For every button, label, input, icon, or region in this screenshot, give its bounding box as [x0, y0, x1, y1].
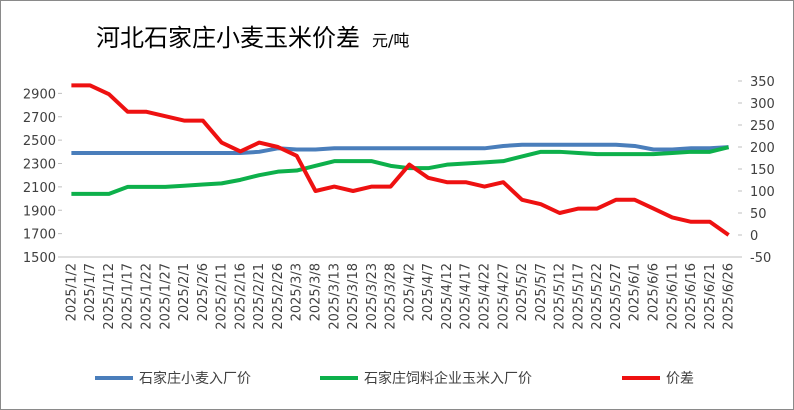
x-tick-label: 2025/6/16	[684, 263, 699, 330]
chart-unit: 元/吨	[372, 31, 409, 50]
x-tick-label: 2025/4/7	[421, 263, 436, 321]
y2-tick-label: 0	[750, 229, 758, 244]
x-tick-label: 2025/1/7	[83, 263, 98, 321]
x-tick-label: 2025/5/2	[515, 263, 530, 321]
y-tick-label: 2700	[23, 111, 56, 126]
y2-tick-label: -50	[750, 251, 771, 266]
y2-tick-label: 100	[750, 185, 775, 200]
x-tick-label: 2025/3/13	[327, 263, 342, 330]
x-tick-label: 2025/2/11	[215, 263, 230, 330]
chart-title: 河北石家庄小麦玉米价差	[96, 24, 360, 52]
y-tick-label: 2900	[23, 87, 56, 102]
x-tick-label: 2025/6/1	[628, 263, 643, 321]
y2-tick-label: 50	[750, 207, 767, 222]
x-tick-label: 2025/6/11	[665, 263, 680, 330]
x-tick-label: 2025/3/18	[346, 263, 361, 330]
x-tick-label: 2025/3/28	[384, 263, 399, 330]
x-tick-label: 2025/2/1	[177, 263, 192, 321]
x-tick-label: 2025/1/17	[121, 263, 136, 330]
x-tick-label: 2025/2/21	[252, 263, 267, 330]
x-tick-label: 2025/4/27	[496, 263, 511, 330]
x-tick-label: 2025/2/16	[233, 263, 248, 330]
x-tick-label: 2025/4/12	[440, 263, 455, 330]
x-tick-label: 2025/4/22	[478, 263, 493, 330]
series-line	[71, 83, 730, 237]
x-tick-label: 2025/5/12	[553, 263, 568, 330]
x-tick-label: 2025/6/6	[647, 263, 662, 321]
x-tick-label: 2025/6/21	[703, 263, 718, 330]
y2-tick-label: 150	[750, 163, 775, 178]
x-tick-label: 2025/5/17	[571, 263, 586, 330]
x-tick-label: 2025/1/27	[158, 263, 173, 330]
legend-label: 价差	[666, 371, 694, 387]
series-line	[71, 142, 729, 155]
y-tick-label: 2100	[23, 181, 56, 196]
x-tick-label: 2025/1/22	[140, 263, 155, 330]
x-tick-label: 2025/1/2	[64, 263, 79, 321]
x-tick-label: 2025/6/26	[722, 263, 737, 330]
x-tick-label: 2025/5/22	[590, 263, 605, 330]
legend-label: 石家庄小麦入厂价	[139, 370, 251, 387]
x-tick-label: 2025/2/6	[196, 263, 211, 321]
y2-tick-label: 200	[750, 141, 775, 156]
y2-tick-label: 250	[750, 119, 775, 134]
x-tick-label: 2025/5/27	[609, 263, 624, 330]
x-tick-label: 2025/4/17	[459, 263, 474, 330]
series-line	[71, 145, 730, 196]
x-tick-label: 2025/5/7	[534, 263, 549, 321]
y2-tick-label: 300	[750, 97, 775, 112]
x-tick-label: 2025/4/2	[402, 263, 417, 321]
x-tick-label: 2025/3/8	[309, 263, 324, 321]
x-tick-label: 2025/2/26	[271, 263, 286, 330]
x-tick-label: 2025/3/3	[290, 263, 305, 321]
x-tick-label: 2025/1/12	[102, 263, 117, 330]
legend-label: 石家庄饲料企业玉米入厂价	[364, 370, 532, 387]
y2-tick-label: 350	[750, 75, 775, 90]
y-tick-label: 1700	[23, 228, 56, 243]
y-tick-label: 1500	[23, 251, 56, 266]
x-tick-label: 2025/3/23	[365, 263, 380, 330]
y-tick-label: 1900	[23, 204, 56, 219]
y-tick-label: 2500	[23, 134, 56, 149]
y-tick-label: 2300	[23, 158, 56, 173]
